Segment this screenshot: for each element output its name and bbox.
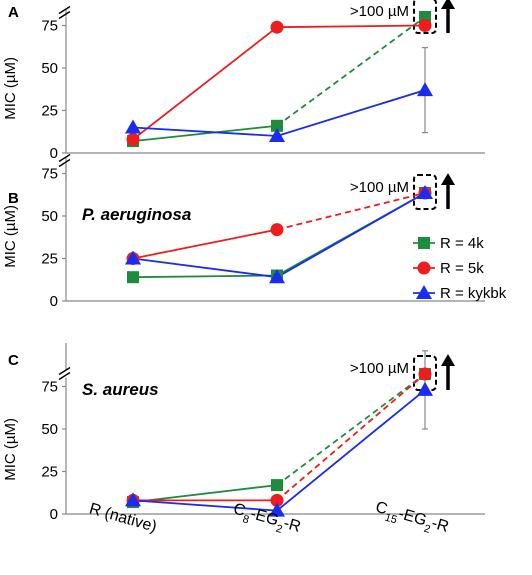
panel-label: A (8, 4, 19, 21)
series-line-segment (276, 24, 426, 29)
series-line-segment (132, 257, 278, 279)
data-point (125, 250, 141, 265)
y-tick-label: 75 (41, 166, 58, 183)
legend-swatch-marker (418, 237, 430, 249)
series-line-segment (132, 124, 278, 142)
series-line-segment (132, 126, 278, 137)
data-point (269, 502, 285, 517)
x-tick-label-part: 2 (422, 523, 431, 536)
y-tick-label: 25 (41, 251, 58, 268)
data-point (269, 269, 285, 284)
overflow-label: >100 µM (350, 360, 409, 377)
data-point (417, 82, 433, 97)
axis-break-mark (58, 153, 71, 163)
series-line-segment (132, 228, 278, 260)
legend-swatch-marker (417, 261, 431, 275)
series-line-segment (132, 26, 278, 141)
y-axis-label: MIC (µM) (2, 57, 19, 120)
up-arrow-head-icon (441, 173, 455, 185)
x-tick-label-part: C (374, 499, 390, 519)
overflow-box (413, 0, 437, 34)
y-tick-label: 75 (41, 18, 58, 35)
series-line-segment (276, 373, 426, 502)
y-tick-label: 75 (41, 379, 58, 396)
data-point (127, 271, 139, 284)
x-tick-label-part: 2 (274, 523, 283, 536)
x-tick-label-part: 15 (383, 512, 398, 527)
panel-b: B 0 25 50 75 MIC (µM) P. aeruginosa >100 µM (2, 153, 485, 310)
data-point (270, 20, 284, 34)
x-tick-label-part: C (231, 500, 247, 520)
y-axis-label: MIC (µM) (2, 418, 19, 481)
data-point (418, 19, 432, 32)
series-line-segment (276, 373, 426, 486)
series-line-segment (276, 389, 426, 512)
legend-swatch-marker (416, 285, 432, 299)
data-point (269, 128, 285, 142)
series-line-segment (132, 499, 278, 512)
axis-break-mark (58, 10, 71, 20)
panel-a: A 0 25 50 75 MIC (µM) >100 µM (2, 0, 485, 162)
series-line-segment (276, 89, 426, 137)
y-tick-label: 50 (41, 421, 58, 438)
data-point (271, 479, 283, 492)
y-tick-label: 25 (41, 103, 58, 120)
data-point (270, 223, 284, 237)
y-tick-label: 0 (50, 145, 58, 162)
data-point (271, 119, 283, 132)
x-tick-label-part: 8 (241, 513, 250, 526)
x-tick-label: R (native) (87, 500, 158, 535)
data-point (126, 132, 140, 146)
data-point (418, 367, 432, 381)
y-tick-label: 50 (41, 208, 58, 225)
data-point (270, 493, 284, 507)
legend-label: R = kykbk (440, 285, 507, 302)
panel-label: B (8, 190, 19, 207)
y-tick-label: 25 (41, 464, 58, 481)
series-line-segment (276, 192, 426, 278)
series-line-segment (132, 274, 278, 279)
data-point (125, 119, 141, 134)
organism-label: S. aureus (82, 380, 159, 399)
data-point (417, 381, 433, 396)
axis-break-mark (58, 366, 71, 376)
axis-break-mark (58, 158, 71, 168)
panel-label: C (8, 352, 19, 369)
data-point (125, 492, 141, 507)
x-tick-label-part: R (native) (87, 500, 158, 535)
legend-label: R = 4k (440, 235, 484, 252)
panel-c: C 0 25 50 75 MIC (µM) S. aureus >100 µM (2, 343, 485, 523)
axis-break-mark (58, 371, 71, 381)
series-line-segment (276, 192, 426, 231)
x-tick-label-part: -R (282, 515, 303, 536)
data-point (417, 185, 433, 199)
y-tick-label: 0 (50, 506, 58, 523)
x-tick-label-part: -R (430, 515, 451, 536)
legend: R = 4k R = 5k R = kykbk (413, 235, 507, 302)
up-arrow-head-icon (441, 0, 455, 9)
legend-label: R = 5k (440, 260, 484, 277)
organism-label: P. aeruginosa (82, 205, 191, 224)
y-tick-label: 0 (50, 293, 58, 310)
axis-break-mark (58, 5, 71, 15)
x-tick-label: C15-EG2-R (372, 499, 450, 541)
up-arrow-head-icon (441, 354, 455, 366)
overflow-box (413, 174, 437, 210)
series-line-segment (276, 16, 426, 127)
y-axis-label: MIC (µM) (2, 205, 19, 268)
overflow-label: >100 µM (350, 179, 409, 196)
y-tick-label: 50 (41, 60, 58, 77)
x-tick-label: C8-EG2-R (230, 500, 303, 540)
series-line-segment (132, 484, 278, 503)
overflow-label: >100 µM (350, 3, 409, 20)
x-tick-label-part: -EG (396, 505, 428, 529)
